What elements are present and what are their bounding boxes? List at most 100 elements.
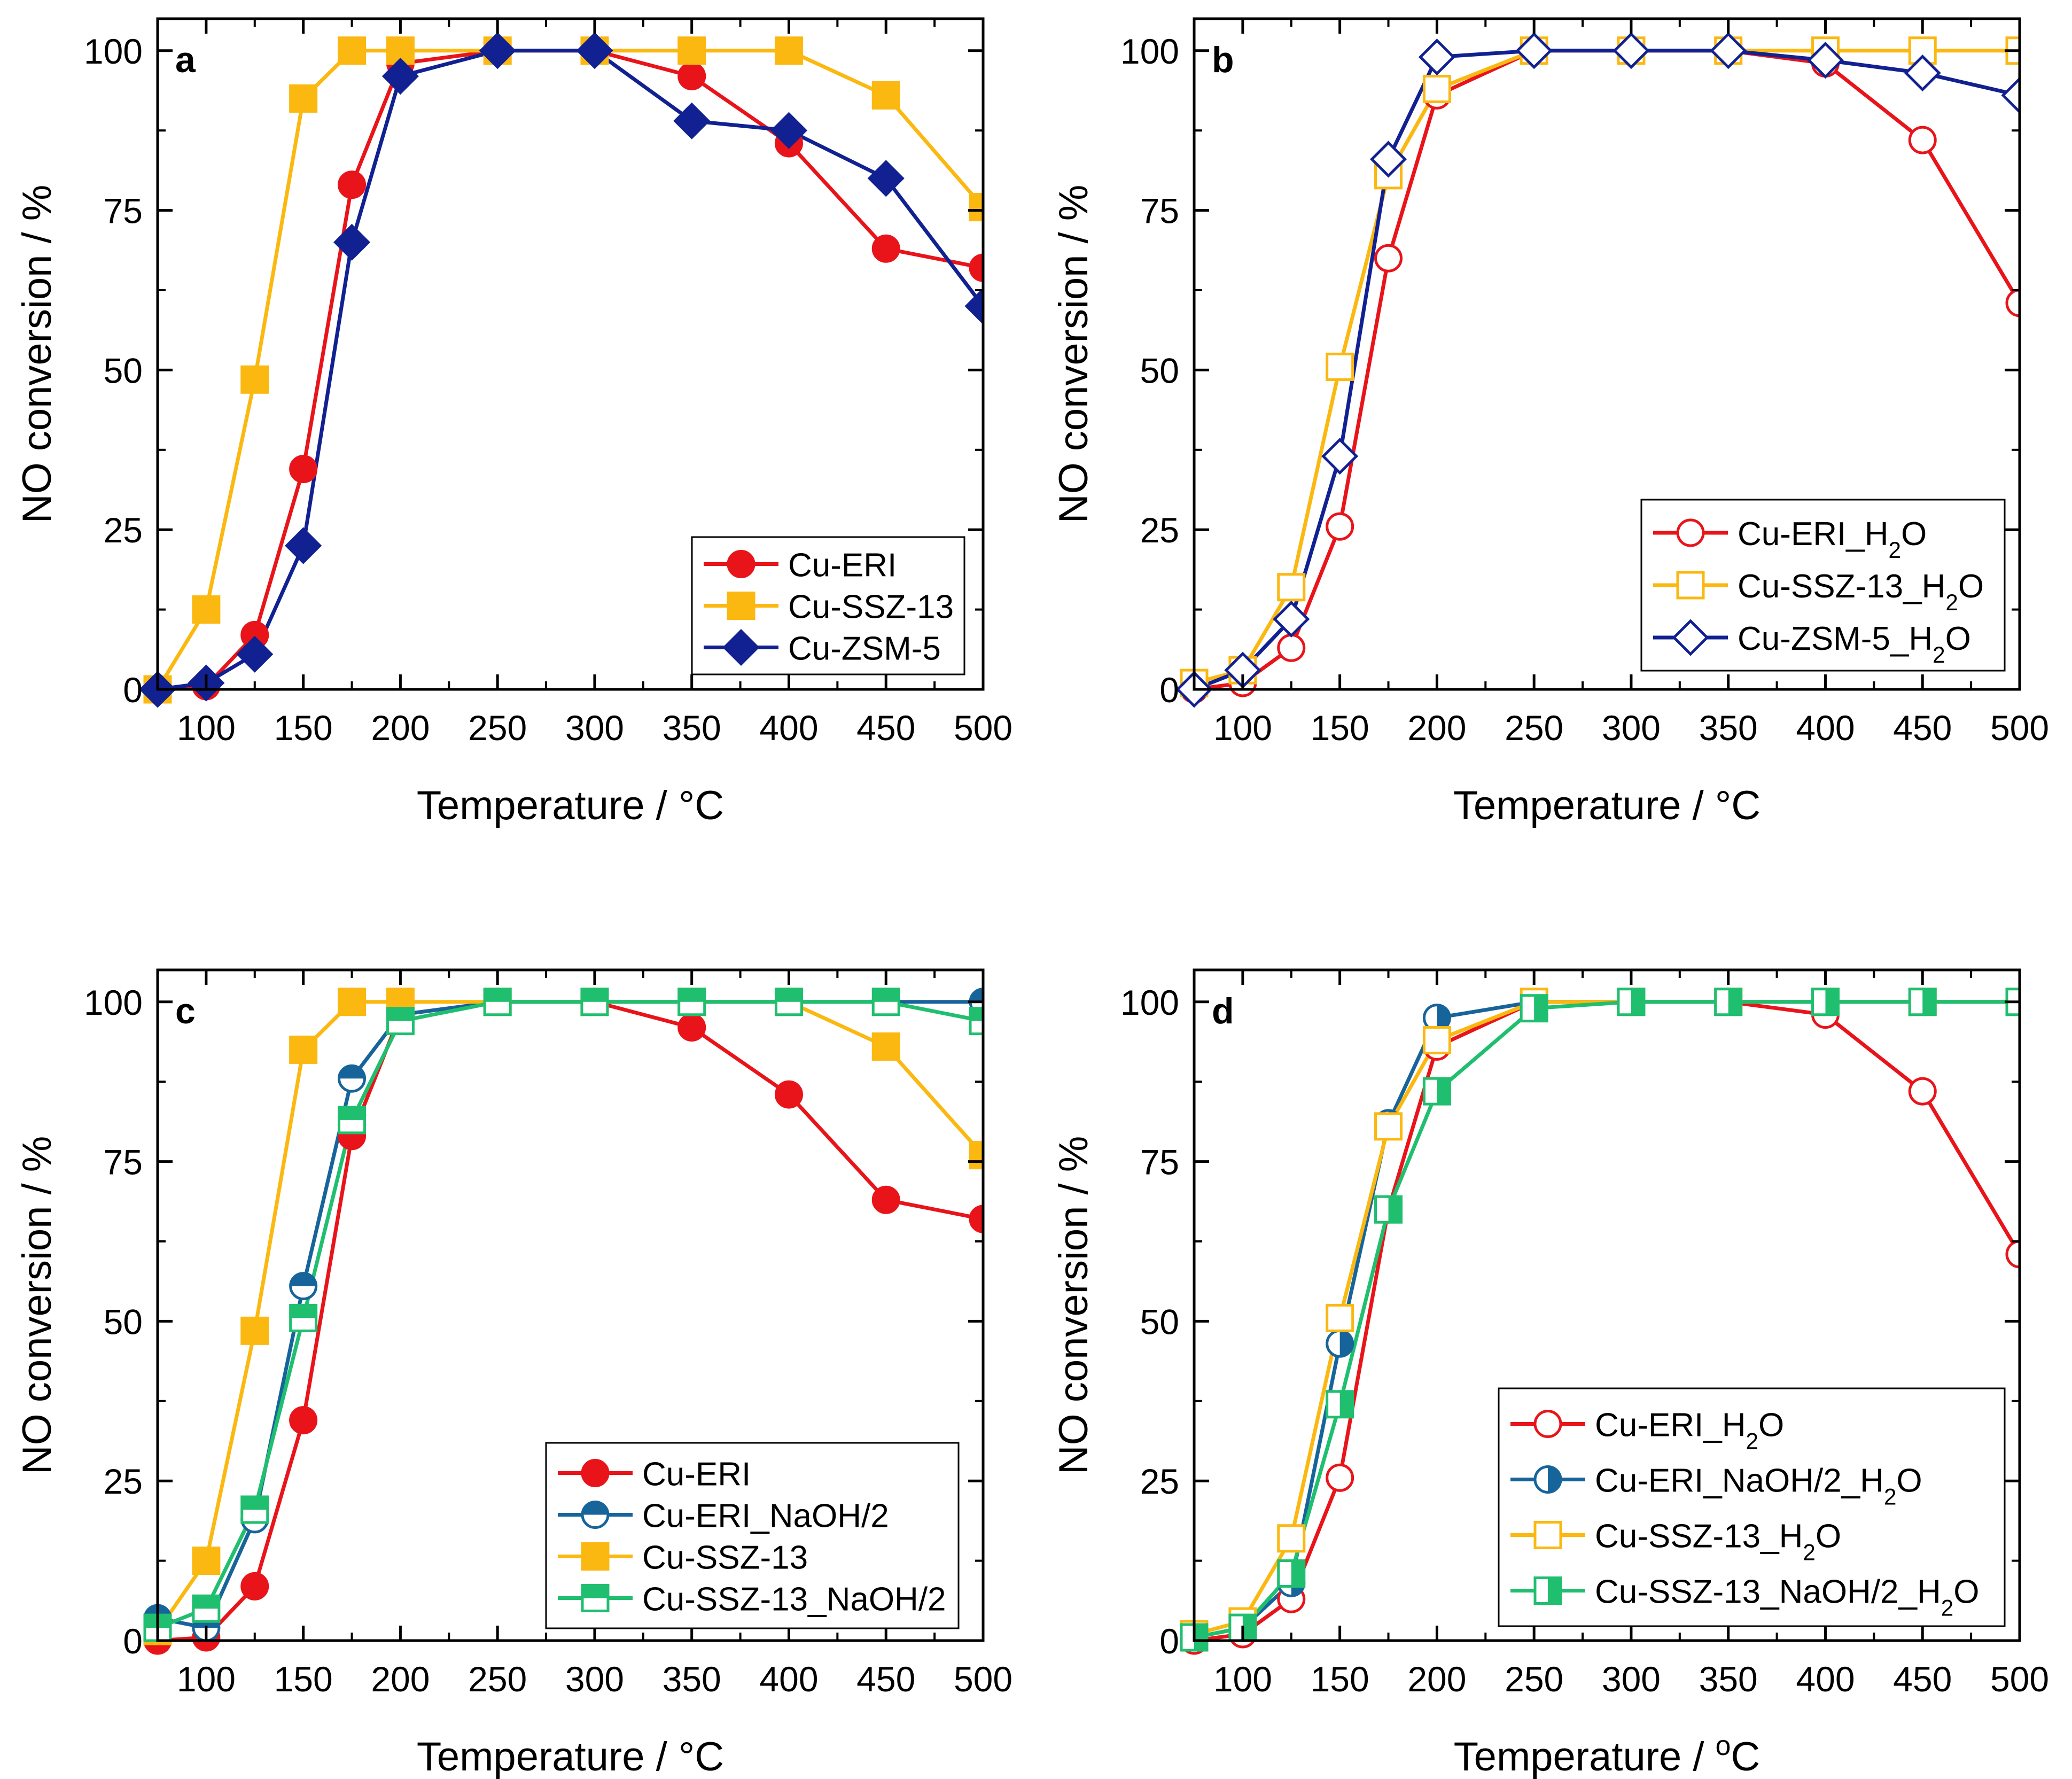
data-point-s2-2 [1277, 1524, 1306, 1553]
data-point-s0-3 [1326, 1463, 1354, 1492]
data-point-s2-7 [1613, 32, 1650, 69]
legend-label: Cu-SSZ-13 [788, 589, 954, 626]
y-axis-label: NO conversion / % [14, 185, 60, 524]
data-point-s2-4 [1369, 141, 1407, 178]
y-tick-label: 75 [1140, 1143, 1179, 1182]
legend-marker [727, 592, 755, 620]
x-tick-label: 400 [759, 708, 818, 748]
legend: Cu-ERI_H2O Cu-SSZ-13_H2O Cu-ZSM-5_H2O [1640, 499, 2006, 672]
y-tick-label: 0 [123, 1621, 143, 1661]
x-tick-label: 250 [468, 1659, 527, 1699]
data-point-s0-4 [338, 170, 367, 199]
x-tick-label: 100 [1213, 1659, 1272, 1699]
chart-panel-d: 100 150 200 250 300 350 400 450 500 0 25 50 75 100 Tem… [1051, 968, 2049, 1779]
data-point-s0-11 [2005, 289, 2020, 317]
data-point-s3-4 [1374, 1195, 1403, 1224]
x-tick-label: 450 [856, 1659, 915, 1699]
plot-area [1180, 988, 2020, 1655]
x-tick-label: 150 [274, 1659, 333, 1699]
x-tick-label: 350 [663, 708, 721, 748]
data-point-s3-3 [289, 1303, 318, 1332]
x-tick-label: 400 [1796, 708, 1855, 748]
legend-entry-0: Cu-ERI_H2O [1510, 1407, 1784, 1454]
data-point-s1-3 [289, 1272, 318, 1301]
axes-frame [156, 17, 985, 691]
data-point-s0-10 [1908, 1077, 1937, 1106]
legend-label: Cu-SSZ-13 [642, 1540, 808, 1576]
data-point-s3-7 [580, 988, 609, 1016]
legend-marker [1533, 1410, 1562, 1438]
legend-entry-1: Cu-ERI_NaOH/2 [558, 1498, 889, 1535]
legend-entry-1: Cu-ERI_NaOH/2_H2O [1510, 1463, 1922, 1509]
panel-letter: c [175, 991, 196, 1031]
legend-label: Cu-SSZ-13_NaOH/2_H2O [1595, 1574, 1979, 1621]
y-axis-label: NO conversion / % [1051, 1136, 1096, 1475]
data-point-s2-9 [1806, 42, 1844, 79]
data-point-s1-5 [1422, 74, 1451, 103]
data-point-s1-1 [192, 595, 221, 624]
legend-marker [1533, 1576, 1562, 1605]
data-point-s2-2 [240, 1316, 269, 1345]
data-point-s1-11 [969, 193, 983, 222]
legend-entry-1: Cu-SSZ-13 [704, 589, 954, 626]
legend-label: Cu-ERI_H2O [1595, 1407, 1784, 1454]
x-tick-label: 300 [565, 1659, 624, 1699]
data-point-s3-6 [483, 988, 512, 1016]
legend-label: Cu-ERI [788, 547, 897, 584]
legend-label: Cu-ZSM-5 [788, 631, 941, 667]
x-tick-label: 200 [1407, 708, 1466, 748]
axes-frame [156, 968, 985, 1642]
data-point-s3-3 [1326, 1390, 1354, 1419]
data-point-s0-11 [969, 1205, 983, 1233]
data-point-s2-8 [673, 102, 711, 139]
data-point-s2-5 [381, 58, 419, 95]
x-tick-label: 450 [856, 708, 915, 748]
x-tick-label: 300 [1602, 708, 1661, 748]
legend-label: Cu-SSZ-13_H2O [1738, 568, 1984, 615]
data-point-s0-3 [289, 455, 318, 484]
data-point-s3-5 [386, 1007, 415, 1036]
legend-label: Cu-SSZ-13_H2O [1595, 1518, 1841, 1565]
data-point-s2-5 [1418, 38, 1455, 76]
data-point-s2-2 [236, 635, 274, 673]
plot-area [139, 32, 983, 708]
x-tick-label: 150 [1311, 1659, 1369, 1699]
series-line-1 [156, 49, 983, 690]
y-axis-label: NO conversion / % [14, 1136, 60, 1475]
legend-label: Cu-SSZ-13_NaOH/2 [642, 1581, 946, 1618]
data-point-s1-8 [677, 36, 706, 65]
data-point-s2-11 [2001, 76, 2020, 114]
x-tick-label: 400 [1796, 1659, 1855, 1699]
legend-entry-2: Cu-SSZ-13_H2O [1510, 1518, 1841, 1565]
data-point-s3-9 [774, 988, 803, 1016]
x-tick-label: 300 [1602, 1659, 1661, 1699]
data-point-s2-3 [289, 1035, 318, 1064]
x-tick-label: 150 [1311, 708, 1369, 748]
data-point-s3-10 [1908, 988, 1937, 1016]
y-tick-label: 75 [104, 191, 143, 231]
x-tick-label: 100 [177, 708, 236, 748]
data-point-s0-11 [2005, 1240, 2020, 1269]
x-axis-label: Temperature / °C [417, 783, 724, 828]
data-point-s1-10 [871, 81, 900, 110]
data-point-s2-10 [871, 1032, 900, 1061]
data-point-s0-3 [289, 1406, 318, 1435]
legend-marker [722, 628, 760, 666]
data-point-s0-8 [677, 1013, 706, 1042]
data-point-s2-1 [192, 1547, 221, 1575]
legend-marker [727, 550, 755, 578]
x-tick-label: 300 [565, 708, 624, 748]
x-tick-label: 250 [468, 708, 527, 748]
x-tick-label: 350 [1699, 708, 1758, 748]
legend-label: Cu-ERI_NaOH/2 [642, 1498, 889, 1535]
data-point-s3-7 [1617, 988, 1646, 1016]
data-point-s3-1 [192, 1594, 221, 1623]
data-point-s1-9 [774, 36, 803, 65]
x-tick-label: 250 [1505, 708, 1563, 748]
data-point-s2-2 [1273, 600, 1310, 638]
x-tick-label: 500 [1990, 1659, 2049, 1699]
legend-marker [1533, 1521, 1562, 1549]
legend-marker [581, 1501, 610, 1529]
legend-entry-2: Cu-SSZ-13 [558, 1540, 808, 1576]
legend-marker [581, 1542, 610, 1571]
